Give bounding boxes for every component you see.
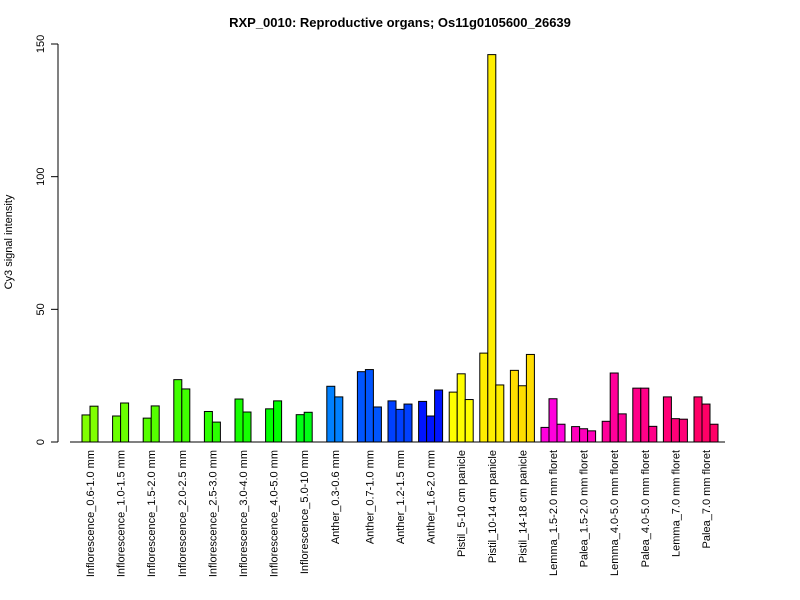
bar — [632, 387, 642, 443]
x-category-label: Lemma_7.0 mm floret — [670, 450, 682, 557]
chart-title: RXP_0010: Reproductive organs; Os11g0105… — [229, 15, 571, 30]
x-category-label: Inflorescence_5.0-10 mm — [299, 450, 311, 574]
bar — [456, 373, 466, 443]
bar — [334, 396, 344, 443]
bar — [234, 398, 244, 443]
bar — [403, 403, 413, 443]
bar — [173, 379, 183, 443]
x-category-label: Inflorescence_1.0-1.5 mm — [116, 450, 128, 577]
bar — [448, 391, 458, 443]
y-tick-label: 50 — [35, 303, 47, 315]
bar — [387, 400, 397, 443]
x-category-label: Pistil_10-14 cm panicle — [487, 450, 499, 563]
x-category-label: Inflorescence_4.0-5.0 mm — [269, 450, 281, 577]
bar — [678, 418, 688, 443]
bar — [395, 408, 405, 443]
bar — [303, 411, 313, 443]
x-category-label: Palea_7.0 mm floret — [701, 450, 713, 548]
bar — [81, 414, 91, 443]
x-category-label: Inflorescence_3.0-4.0 mm — [238, 450, 250, 577]
bar — [640, 387, 650, 443]
x-category-label: Palea_1.5-2.0 mm floret — [579, 450, 591, 567]
bar — [89, 405, 99, 443]
bar — [662, 396, 672, 443]
bar — [670, 418, 680, 443]
x-category-label: Lemma_1.5-2.0 mm floret — [548, 450, 560, 576]
y-axis: 0 50 100 150 — [35, 35, 59, 445]
bar — [120, 402, 130, 443]
bar — [426, 415, 436, 443]
bar — [540, 426, 550, 443]
y-tick-label: 0 — [35, 439, 47, 445]
bars — [81, 54, 719, 443]
x-category-label: Inflorescence_1.5-2.0 mm — [146, 450, 158, 577]
x-category-label: Anther_1.2-1.5 mm — [395, 450, 407, 544]
bar — [326, 385, 336, 443]
bar — [211, 421, 221, 443]
bar — [464, 399, 474, 443]
bar — [364, 369, 374, 443]
bar — [265, 408, 275, 443]
bar — [142, 417, 152, 443]
bar — [517, 385, 527, 443]
x-category-label: Lemma_4.0-5.0 mm floret — [609, 450, 621, 576]
bar — [701, 403, 711, 443]
x-category-label: Anther_0.3-0.6 mm — [330, 450, 342, 544]
bar — [609, 372, 619, 443]
x-category-label: Inflorescence_2.5-3.0 mm — [207, 450, 219, 577]
bar — [709, 423, 719, 443]
bar — [295, 414, 305, 443]
x-category-label: Anther_1.6-2.0 mm — [426, 450, 438, 544]
bar — [525, 353, 535, 443]
bar — [356, 371, 366, 443]
bar — [648, 425, 658, 443]
y-tick-label: 150 — [35, 35, 47, 53]
x-category-label: Inflorescence_0.6-1.0 mm — [85, 450, 97, 577]
category-labels: Inflorescence_0.6-1.0 mm Inflorescence_1.… — [85, 450, 713, 577]
bar — [242, 411, 252, 443]
bar — [579, 428, 589, 443]
bar — [617, 413, 627, 443]
bar — [203, 410, 213, 443]
x-category-label: Inflorescence_2.0-2.5 mm — [177, 450, 189, 577]
x-category-label: Palea_4.0-5.0 mm floret — [640, 450, 652, 567]
bar — [479, 352, 489, 443]
bar — [601, 420, 611, 443]
bar — [418, 400, 428, 443]
bar — [181, 388, 191, 443]
bar — [273, 400, 283, 443]
x-category-label: Pistil_14-18 cm panicle — [517, 450, 529, 563]
x-category-label: Anther_0.7-1.0 mm — [364, 450, 376, 544]
y-tick-label: 100 — [35, 167, 47, 185]
x-category-label: Pistil_5-10 cm panicle — [456, 450, 468, 557]
bar — [509, 369, 519, 443]
bar — [372, 406, 382, 443]
bar — [556, 423, 566, 443]
bar — [571, 426, 581, 443]
bar — [434, 389, 444, 443]
bar — [487, 54, 497, 443]
bar — [693, 396, 703, 443]
bar — [150, 405, 160, 443]
bar — [587, 430, 597, 443]
bar — [495, 384, 505, 443]
bar — [112, 415, 122, 443]
bar — [548, 398, 558, 443]
y-axis-label: Cy3 signal intensity — [3, 194, 15, 289]
